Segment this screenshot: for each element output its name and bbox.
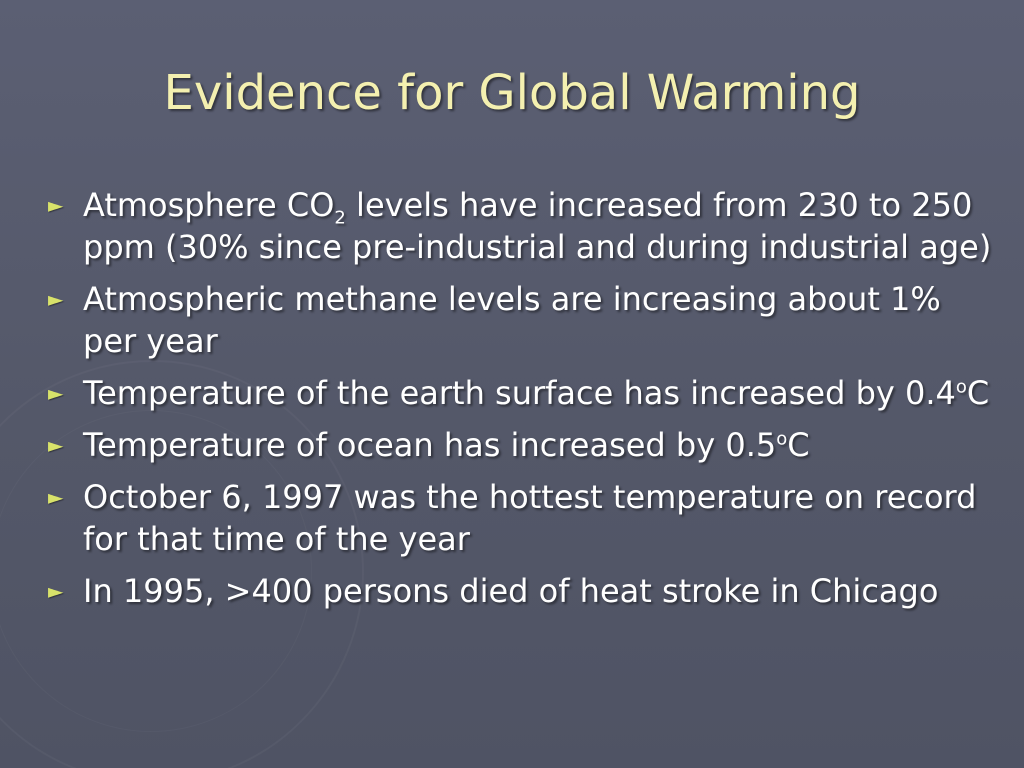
bullet-text-part: C xyxy=(966,374,990,412)
bullet-arrow-icon: ► xyxy=(48,381,64,405)
bullet-arrow-icon: ► xyxy=(48,433,64,457)
superscript: o xyxy=(955,376,967,398)
bullet-text: In 1995, >400 persons died of heat strok… xyxy=(83,572,939,610)
bullet-text-part: Temperature of ocean has increased by 0.… xyxy=(83,426,777,464)
bullet-arrow-icon: ► xyxy=(48,193,64,217)
bullet-item-ocean-temperature: ► Temperature of ocean has increased by … xyxy=(48,424,998,466)
bullet-text-part: C xyxy=(787,426,810,464)
subscript: 2 xyxy=(334,207,346,229)
slide-title: Evidence for Global Warming xyxy=(163,65,861,121)
bullet-text: October 6, 1997 was the hottest temperat… xyxy=(83,478,977,558)
bullet-arrow-icon: ► xyxy=(48,579,64,603)
bullet-item-hottest-day: ► October 6, 1997 was the hottest temper… xyxy=(48,476,998,560)
bullet-item-co2: ► Atmosphere CO2 levels have increased f… xyxy=(48,184,998,268)
bullet-arrow-icon: ► xyxy=(48,287,64,311)
bullet-text-part: Temperature of the earth surface has inc… xyxy=(83,374,956,412)
superscript: o xyxy=(776,428,788,450)
bullet-item-methane: ► Atmospheric methane levels are increas… xyxy=(48,278,998,362)
bullet-list: ► Atmosphere CO2 levels have increased f… xyxy=(48,184,998,622)
bullet-text: Atmospheric methane levels are increasin… xyxy=(83,280,941,360)
bullet-text-part: Atmosphere CO xyxy=(83,186,335,224)
bullet-text-part: levels have increased from 230 to 250 pp… xyxy=(83,186,992,266)
bullet-arrow-icon: ► xyxy=(48,485,64,509)
bullet-item-heat-stroke: ► In 1995, >400 persons died of heat str… xyxy=(48,570,998,612)
bullet-item-earth-temperature: ► Temperature of the earth surface has i… xyxy=(48,372,998,414)
